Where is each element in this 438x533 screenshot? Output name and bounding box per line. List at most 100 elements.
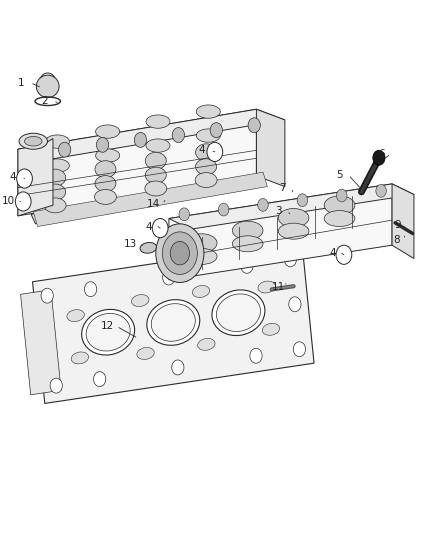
Ellipse shape (45, 135, 69, 148)
Ellipse shape (324, 196, 355, 215)
Circle shape (297, 194, 307, 207)
Text: 7: 7 (279, 183, 286, 192)
Polygon shape (32, 241, 314, 403)
Circle shape (162, 270, 175, 285)
Ellipse shape (146, 115, 170, 128)
Ellipse shape (145, 167, 166, 183)
Circle shape (96, 138, 109, 152)
Ellipse shape (19, 133, 47, 149)
Ellipse shape (67, 310, 84, 321)
Circle shape (59, 142, 71, 157)
Ellipse shape (212, 290, 265, 336)
Circle shape (134, 133, 147, 147)
Ellipse shape (278, 223, 309, 239)
Polygon shape (169, 184, 392, 280)
Polygon shape (18, 109, 256, 216)
Circle shape (336, 245, 352, 264)
Ellipse shape (36, 75, 59, 98)
Text: 14: 14 (147, 199, 160, 209)
Circle shape (172, 360, 184, 375)
Circle shape (250, 348, 262, 363)
Text: 4: 4 (330, 248, 336, 258)
Ellipse shape (45, 169, 66, 186)
Circle shape (17, 169, 32, 188)
Circle shape (284, 252, 297, 267)
Text: 11: 11 (272, 282, 285, 292)
Circle shape (376, 184, 386, 197)
Ellipse shape (187, 234, 217, 253)
Text: 5: 5 (336, 170, 343, 180)
Ellipse shape (86, 313, 130, 351)
Ellipse shape (198, 338, 215, 350)
Ellipse shape (187, 248, 217, 264)
Ellipse shape (145, 152, 166, 169)
Ellipse shape (196, 105, 220, 118)
Ellipse shape (140, 243, 157, 253)
Ellipse shape (278, 208, 309, 227)
Circle shape (258, 198, 268, 211)
Ellipse shape (44, 198, 66, 213)
Ellipse shape (25, 136, 42, 146)
Circle shape (94, 372, 106, 386)
Ellipse shape (95, 160, 116, 177)
Ellipse shape (196, 144, 217, 161)
Circle shape (179, 208, 190, 221)
Ellipse shape (196, 129, 220, 142)
Ellipse shape (147, 300, 200, 345)
Text: 6: 6 (379, 149, 385, 158)
Ellipse shape (45, 159, 69, 172)
Circle shape (15, 192, 31, 211)
Text: 9: 9 (395, 220, 401, 230)
Polygon shape (392, 184, 414, 259)
Ellipse shape (95, 175, 116, 191)
Ellipse shape (95, 125, 120, 138)
Ellipse shape (196, 159, 217, 175)
Circle shape (210, 123, 223, 138)
Text: 4: 4 (146, 222, 152, 231)
Ellipse shape (71, 352, 88, 364)
Circle shape (41, 288, 53, 303)
Circle shape (293, 342, 306, 357)
Ellipse shape (131, 295, 149, 306)
Circle shape (50, 378, 62, 393)
Ellipse shape (195, 173, 217, 188)
Circle shape (241, 259, 253, 273)
Circle shape (336, 189, 347, 202)
Ellipse shape (232, 221, 263, 240)
Ellipse shape (192, 286, 210, 297)
Circle shape (207, 142, 223, 161)
Text: 3: 3 (275, 206, 282, 215)
Text: 10: 10 (2, 197, 15, 206)
Ellipse shape (151, 304, 195, 341)
Circle shape (172, 127, 184, 142)
Circle shape (21, 147, 33, 162)
Ellipse shape (324, 211, 355, 227)
Text: 12: 12 (101, 321, 114, 331)
Polygon shape (31, 175, 265, 224)
Text: 13: 13 (124, 239, 137, 249)
Circle shape (289, 297, 301, 312)
Polygon shape (33, 172, 267, 227)
Circle shape (85, 282, 97, 297)
Polygon shape (256, 109, 285, 187)
Ellipse shape (258, 281, 276, 293)
Polygon shape (18, 139, 53, 216)
Circle shape (152, 219, 168, 238)
Circle shape (156, 224, 204, 282)
Ellipse shape (95, 149, 120, 162)
Text: 8: 8 (393, 235, 400, 245)
Ellipse shape (216, 294, 261, 332)
Polygon shape (169, 184, 414, 229)
Text: 1: 1 (18, 78, 25, 87)
Text: 4: 4 (198, 146, 205, 155)
Text: 2: 2 (41, 96, 47, 106)
Ellipse shape (146, 139, 170, 152)
Ellipse shape (81, 309, 134, 355)
Ellipse shape (232, 236, 263, 252)
Circle shape (219, 203, 229, 216)
Circle shape (162, 232, 198, 274)
Circle shape (170, 241, 190, 265)
Ellipse shape (262, 324, 280, 335)
Ellipse shape (137, 348, 154, 359)
Circle shape (373, 150, 385, 165)
